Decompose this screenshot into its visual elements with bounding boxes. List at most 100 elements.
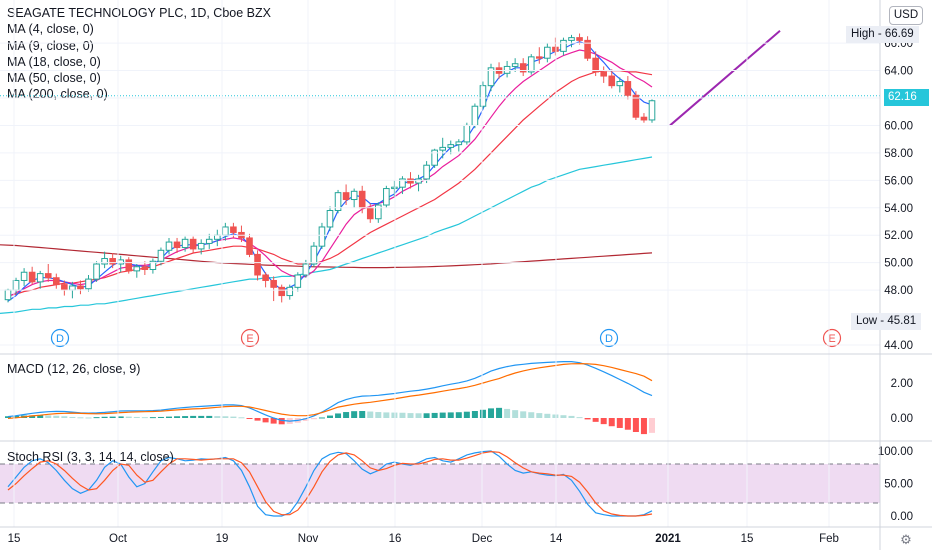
dividend-event-icon[interactable]: D <box>599 328 619 348</box>
candle-body <box>77 285 84 290</box>
candle-body <box>399 178 406 188</box>
ma-legend-4[interactable]: MA (50, close, 0) <box>7 71 101 86</box>
candle-body <box>109 258 116 265</box>
candle-body <box>254 253 261 276</box>
candle-body <box>503 65 511 74</box>
macd-label: MACD (12, 26, close, 9) <box>7 362 141 376</box>
macd-histogram-bar <box>399 412 406 418</box>
candle <box>423 161 430 184</box>
macd-histogram-bar <box>632 418 639 432</box>
price-tick-label: 56.00 <box>884 175 913 187</box>
macd-histogram-bar <box>463 411 470 418</box>
candle-body <box>28 271 36 283</box>
macd-histogram-bar <box>125 416 132 418</box>
candle-body <box>383 188 390 206</box>
symbol-title: SEAGATE TECHNOLOGY PLC, 1D, Cboe BZX <box>7 6 271 20</box>
time-tick-label: 15 <box>741 533 754 545</box>
macd-histogram-bar <box>101 416 108 418</box>
macd-histogram-bar <box>415 413 422 418</box>
candle-body <box>302 263 310 276</box>
candle <box>447 140 455 155</box>
candle <box>616 77 624 93</box>
macd-histogram-bar <box>318 417 325 419</box>
candle-body <box>133 266 141 272</box>
price-tick-label: 52.00 <box>884 230 913 242</box>
event-circle <box>240 328 260 348</box>
candle <box>383 185 390 208</box>
price-tick-label: 48.00 <box>884 285 913 297</box>
candle <box>431 148 438 168</box>
price-tick-label: 60.00 <box>884 120 913 132</box>
candle-body <box>85 278 92 290</box>
macd-histogram-bar <box>198 415 205 418</box>
macd-histogram-bar <box>302 418 309 421</box>
candle-body <box>53 277 60 286</box>
macd-histogram-bar <box>13 415 20 418</box>
macd-histogram-bar <box>375 412 382 418</box>
time-tick-label: 15 <box>8 533 21 545</box>
candle <box>20 268 28 286</box>
candle <box>294 272 302 292</box>
earnings-event-icon[interactable]: E <box>240 328 260 348</box>
candle <box>479 81 487 109</box>
candle-body <box>350 190 358 201</box>
time-tick-label: Oct <box>109 533 128 545</box>
macd-histogram-bar <box>512 410 519 418</box>
candle <box>632 91 640 120</box>
price-tick-label: 64.00 <box>884 66 913 78</box>
time-tick-label: Nov <box>298 533 319 545</box>
ma-legend-1[interactable]: MA (4, close, 0) <box>7 22 94 37</box>
macd-histogram-bar <box>222 416 229 418</box>
macd-histogram-bar <box>600 418 607 425</box>
stoch-d-line <box>7 450 653 517</box>
candle-body <box>439 146 446 151</box>
macd-histogram-bar <box>37 415 44 418</box>
macd-histogram-bar <box>496 407 503 418</box>
candle-body <box>358 190 366 209</box>
candle-body <box>407 178 414 184</box>
candle <box>214 229 221 247</box>
candle-body <box>93 263 100 280</box>
candle <box>463 122 471 145</box>
settings-gear-icon[interactable]: ⚙ <box>900 533 912 548</box>
candle <box>44 264 52 282</box>
ma-line-4 <box>0 156 653 314</box>
macd-histogram-bar <box>230 416 237 418</box>
stoch-tick-label: 100.00 <box>878 446 913 458</box>
ma-legend-2[interactable]: MA (9, close, 0) <box>7 38 94 53</box>
candle <box>375 202 382 223</box>
candle <box>270 276 277 302</box>
candle-body <box>334 192 342 212</box>
macd-histogram-bar <box>254 418 261 421</box>
time-tick-label: 19 <box>216 533 229 545</box>
macd-histogram-bar <box>359 411 366 418</box>
currency-button[interactable]: USD <box>889 6 923 25</box>
macd-histogram-bar <box>270 418 277 424</box>
candle-body <box>544 46 551 59</box>
dividend-event-icon[interactable]: D <box>50 328 70 348</box>
ma-legend-3[interactable]: MA (18, close, 0) <box>7 54 101 69</box>
macd-histogram-bar <box>584 418 591 420</box>
macd-histogram-bar <box>109 416 116 418</box>
macd-histogram-bar <box>246 418 253 419</box>
low-price-tag: Low - 45.81 <box>851 313 922 330</box>
candle <box>391 180 398 197</box>
macd-line <box>7 361 653 422</box>
candle-body <box>262 274 269 281</box>
candle <box>205 233 213 249</box>
candle <box>648 99 656 123</box>
macd-histogram-bar <box>327 415 333 418</box>
time-tick-label: 16 <box>389 533 402 545</box>
candle-body <box>536 56 543 59</box>
macd-histogram-bar <box>544 413 551 418</box>
candle-body <box>205 238 213 244</box>
candle <box>350 188 358 208</box>
candle <box>584 36 591 61</box>
earnings-event-icon[interactable]: E <box>822 328 842 348</box>
candle-body <box>431 149 438 166</box>
time-tick-label: 2021 <box>655 533 681 545</box>
candle <box>455 139 463 152</box>
candle-body <box>117 259 125 265</box>
macd-histogram-bar <box>471 411 478 418</box>
